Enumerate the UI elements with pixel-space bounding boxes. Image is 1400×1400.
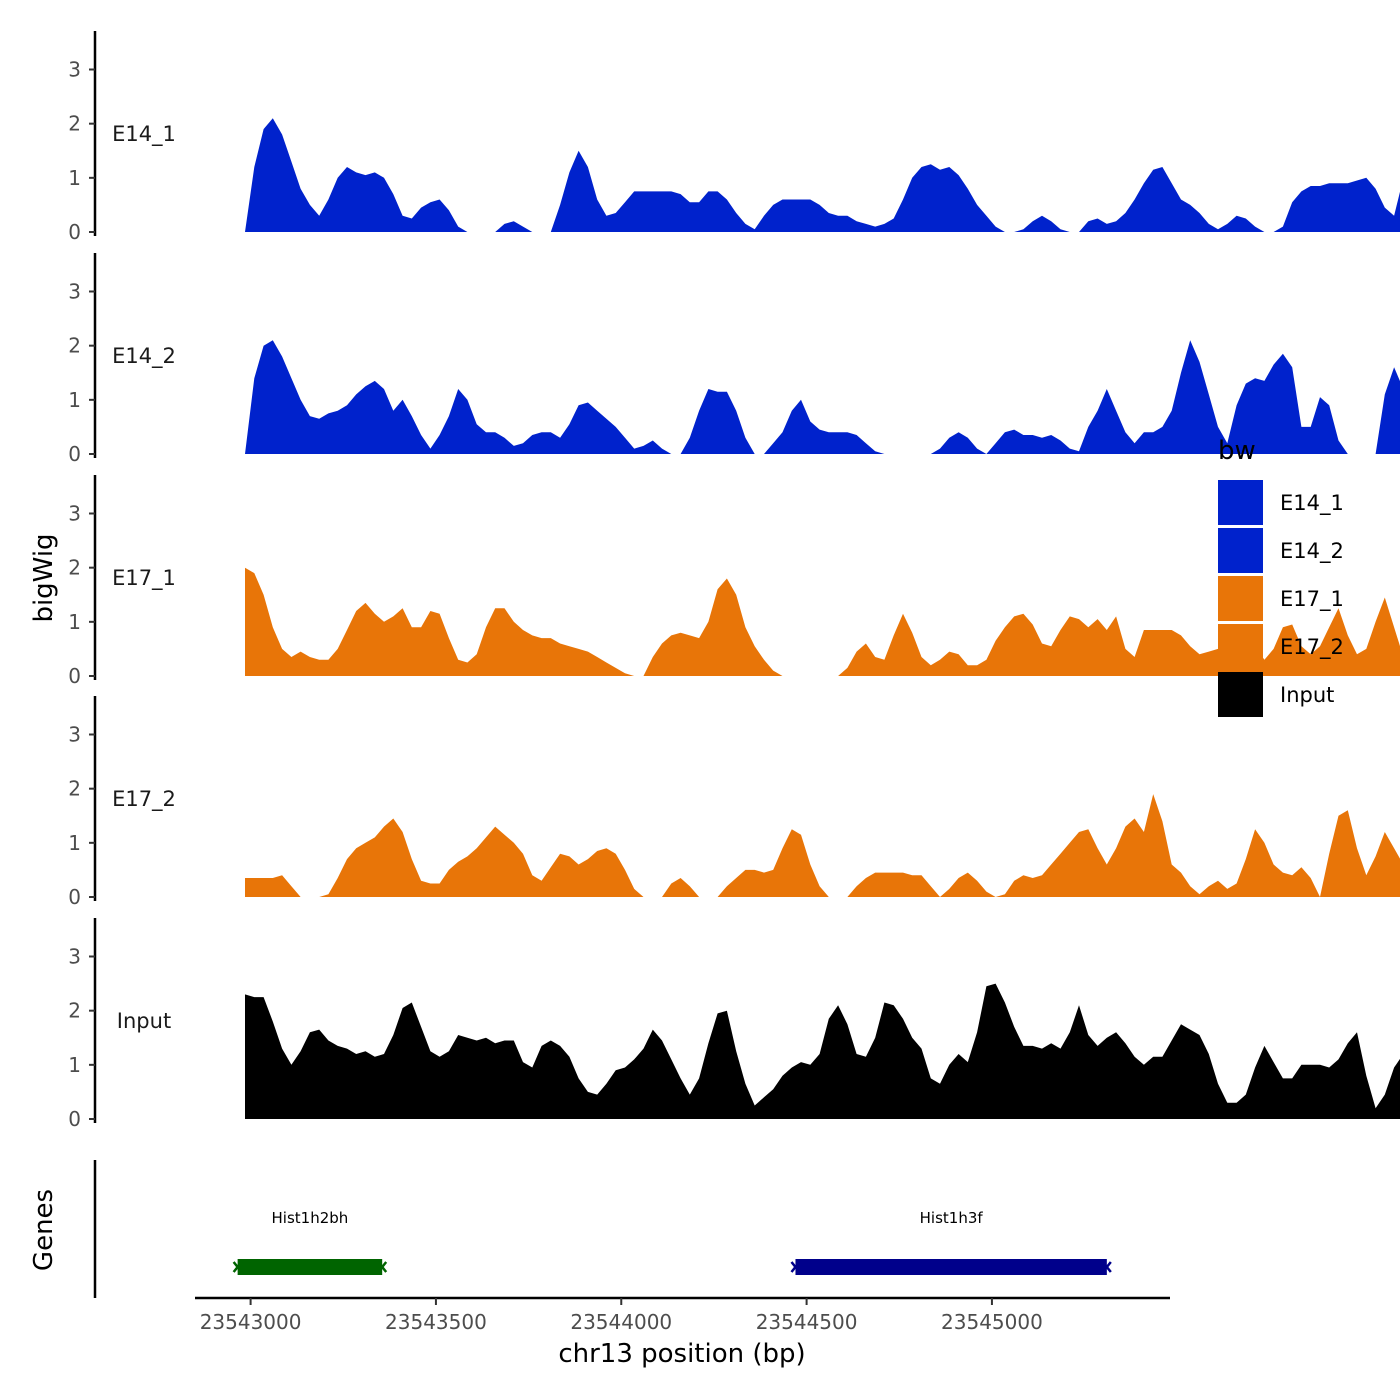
legend-label: E14_1 xyxy=(1280,491,1344,516)
y-tick-label: 2 xyxy=(68,777,81,801)
y-tick-label: 2 xyxy=(68,556,81,580)
gene-label: Hist1h3f xyxy=(920,1209,984,1227)
y-tick-label: 2 xyxy=(68,112,81,136)
y-tick-label: 2 xyxy=(68,334,81,358)
signal-area-Input xyxy=(245,983,1400,1119)
y-tick-label: 3 xyxy=(68,280,81,304)
y-tick-label: 1 xyxy=(68,166,81,190)
strand-marker-icon xyxy=(1101,1261,1112,1273)
strand-marker-icon xyxy=(232,1261,243,1273)
signal-area-E14_2 xyxy=(245,340,1400,454)
x-tick-label: 23543500 xyxy=(385,1310,487,1334)
legend-title: bw xyxy=(1218,436,1256,466)
gene-Hist1h3f: Hist1h3f xyxy=(790,1209,1112,1275)
y-tick-label: 0 xyxy=(68,885,81,909)
track-Input: 0 1 2 3 Input xyxy=(68,918,1400,1131)
gene-label: Hist1h2bh xyxy=(272,1209,349,1227)
y-tick-label: 2 xyxy=(68,999,81,1023)
track-E17_2: 0 1 2 3 E17_2 xyxy=(68,696,1400,909)
x-tick-label: 23544500 xyxy=(756,1310,858,1334)
track-label: Input xyxy=(117,1009,171,1033)
signal-area-E17_2 xyxy=(245,794,1400,897)
track-label: E17_1 xyxy=(112,566,176,591)
track-E14_1: 0 1 2 3 E14_1 xyxy=(68,31,1400,244)
legend-swatch xyxy=(1218,672,1263,717)
legend-swatch xyxy=(1218,576,1263,621)
y-tick-label: 0 xyxy=(68,664,81,688)
y-tick-label: 1 xyxy=(68,1053,81,1077)
y-tick-label: 1 xyxy=(68,388,81,412)
x-axis-title: chr13 position (bp) xyxy=(558,1339,805,1369)
genes-axis-title: Genes xyxy=(29,1189,59,1271)
legend-swatch xyxy=(1218,480,1263,525)
track-E14_2: 0 1 2 3 E14_2 xyxy=(68,253,1400,466)
signal-area-E17_1 xyxy=(245,567,1400,676)
legend-label: Input xyxy=(1280,683,1334,707)
track-panels: 0 1 2 3 E14_1 0 1 2 3 E14_2 0 1 2 3 E17_1 0 1 2 3 E17_2 0 1 2 3… xyxy=(68,31,1400,1131)
strand-marker-icon xyxy=(377,1261,388,1273)
strand-marker-icon xyxy=(790,1261,801,1273)
y-tick-label: 1 xyxy=(68,831,81,855)
legend-label: E17_2 xyxy=(1280,635,1344,660)
legend-label: E14_2 xyxy=(1280,539,1344,564)
genes-panel: Hist1h2bh Hist1h3f xyxy=(93,1160,1112,1298)
x-tick-label: 23545000 xyxy=(941,1310,1043,1334)
signal-area-E14_1 xyxy=(245,118,1400,232)
legend-label: E17_1 xyxy=(1280,587,1344,612)
track-label: E14_2 xyxy=(112,344,176,369)
gene-body xyxy=(795,1259,1107,1275)
y-tick-label: 0 xyxy=(68,220,81,244)
gene-Hist1h2bh: Hist1h2bh xyxy=(232,1209,388,1275)
y-tick-label: 0 xyxy=(68,442,81,466)
gene-body xyxy=(237,1259,383,1275)
legend: bw E14_1 E14_2 E17_1 E17_2 Input xyxy=(1218,436,1344,717)
legend-swatch xyxy=(1218,528,1263,573)
legend-swatch xyxy=(1218,624,1263,669)
y-tick-label: 3 xyxy=(68,58,81,82)
y-tick-label: 3 xyxy=(68,723,81,747)
y-tick-label: 1 xyxy=(68,610,81,634)
x-tick-label: 23544000 xyxy=(570,1310,672,1334)
x-axis: 23543000 23543500 23544000 23544500 23545000 xyxy=(195,1296,1170,1334)
track-E17_1: 0 1 2 3 E17_1 xyxy=(68,475,1400,688)
track-label: E14_1 xyxy=(112,122,176,147)
y-tick-label: 3 xyxy=(68,945,81,969)
y-tick-label: 0 xyxy=(68,1107,81,1131)
y-axis-title: bigWig xyxy=(29,533,59,622)
track-label: E17_2 xyxy=(112,787,176,812)
y-tick-label: 3 xyxy=(68,502,81,526)
x-tick-label: 23543000 xyxy=(200,1310,302,1334)
